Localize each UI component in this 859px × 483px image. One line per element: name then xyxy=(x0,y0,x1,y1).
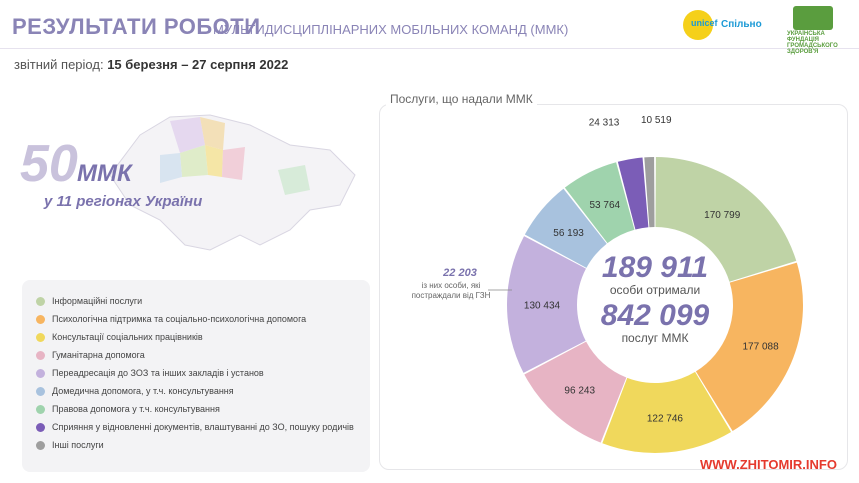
legend-item: Консультації соціальних працівників xyxy=(36,332,203,342)
slice-value-label: 24 313 xyxy=(589,117,620,128)
period-label: звітний період: xyxy=(14,57,104,72)
donut-slice xyxy=(507,236,586,373)
legend-dot xyxy=(36,314,45,324)
legend-label: Правова допомога у т.ч. консультування xyxy=(52,404,220,414)
legend-dot xyxy=(36,296,45,306)
legend-item: Психологічна підтримка та соціально-псих… xyxy=(36,314,306,324)
unicef-logo: unicef Спільно xyxy=(683,10,775,42)
public-health-fund-logo: УКРАЇНСЬКА ФУНДАЦІЯ ГРОМАДСЬКОГО ЗДОРОВ'… xyxy=(787,6,849,55)
center-services-label: послуг ММК xyxy=(622,331,689,345)
region-west-6 xyxy=(160,153,182,183)
mmk-unit: ММК xyxy=(77,160,132,187)
ukraine-map xyxy=(109,114,356,251)
donut-slice xyxy=(524,341,627,443)
legend: Інформаційні послуги Психологічна підтри… xyxy=(22,280,370,472)
slice-value-label: 122 746 xyxy=(647,414,684,425)
legend-dot xyxy=(36,422,45,432)
center-people-label: особи отримали xyxy=(610,283,700,297)
legend-dot xyxy=(36,368,45,378)
legend-item: Гуманітарна допомога xyxy=(36,350,145,360)
region-west-2 xyxy=(200,117,225,150)
legend-item: Інші послуги xyxy=(36,440,104,450)
legend-dot xyxy=(36,404,45,414)
slice-value-label: 96 243 xyxy=(564,385,595,396)
unicef-globe-icon xyxy=(683,10,713,40)
header: РЕЗУЛЬТАТИ РОБОТИ МУЛЬТИДИСЦИПЛІНАРНИХ М… xyxy=(0,0,859,55)
donut-slice xyxy=(617,157,649,230)
legend-item: Правова допомога у т.ч. консультування xyxy=(36,404,220,414)
slice-value-label: 53 764 xyxy=(589,200,620,211)
legend-dot xyxy=(36,332,45,342)
legend-label: Гуманітарна допомога xyxy=(52,350,145,360)
source-watermark: WWW.ZHITOMIR.INFO xyxy=(700,457,837,472)
slice-value-label: 130 434 xyxy=(524,301,561,312)
center-services-value: 842 099 xyxy=(601,299,710,332)
region-west-4 xyxy=(205,145,223,177)
slice-value-label: 177 088 xyxy=(743,341,780,352)
donut-slice xyxy=(602,371,732,454)
center-people-value: 189 911 xyxy=(602,251,708,284)
donut-slice xyxy=(695,262,804,432)
period-value: 15 березня – 27 серпня 2022 xyxy=(107,57,289,72)
legend-dot xyxy=(36,350,45,360)
unicef-logo-text: unicef xyxy=(691,18,718,28)
page-title: РЕЗУЛЬТАТИ РОБОТИ xyxy=(12,14,261,39)
legend-item: Домедична допомога, у т.ч. консультуванн… xyxy=(36,386,234,396)
slice-value-label: 56 193 xyxy=(553,228,584,239)
ukraine-outline xyxy=(109,114,356,251)
slice-value-label: 10 519 xyxy=(641,115,672,126)
legend-label: Інформаційні послуги xyxy=(52,296,143,306)
legend-item: Сприяння у відновленні документів, влашт… xyxy=(36,422,354,432)
region-west-1 xyxy=(170,117,205,153)
region-west-5 xyxy=(222,147,245,180)
legend-label: Інші послуги xyxy=(52,440,104,450)
donut-slice xyxy=(564,162,635,244)
legend-label: Консультації соціальних працівників xyxy=(52,332,203,342)
legend-label: Домедична допомога, у т.ч. консультуванн… xyxy=(52,386,234,396)
mmk-count: 50 xyxy=(20,135,78,193)
donut-slice xyxy=(644,157,655,228)
note-text: із них особи, які постраждали від ГЗН xyxy=(411,281,491,300)
legend-label: Сприяння у відновленні документів, влашт… xyxy=(52,422,354,432)
page-subtitle: МУЛЬТИДИСЦИПЛІНАРНИХ МОБІЛЬНИХ КОМАНД (М… xyxy=(213,22,569,37)
note-value: 22 203 xyxy=(443,267,477,279)
donut-hole xyxy=(578,228,732,382)
fund-logo-text: УКРАЇНСЬКА ФУНДАЦІЯ ГРОМАДСЬКОГО ЗДОРОВ'… xyxy=(787,31,838,55)
legend-label: Психологічна підтримка та соціально-псих… xyxy=(52,314,307,324)
fund-emblem-icon xyxy=(793,6,833,30)
donut-slice xyxy=(655,157,797,282)
reporting-period: звітний період: 15 березня – 27 серпня 2… xyxy=(14,57,288,72)
slice-value-label: 170 799 xyxy=(704,210,741,221)
region-west-3 xyxy=(180,145,208,177)
region-east xyxy=(278,165,310,195)
donut-slice xyxy=(524,188,607,268)
regions-text: у 11 регіонах України xyxy=(44,193,203,210)
legend-dot xyxy=(36,386,45,396)
legend-item: Інформаційні послуги xyxy=(36,296,142,306)
legend-item: Переадресація до ЗОЗ та інших закладів і… xyxy=(36,368,264,378)
legend-label: Переадресація до ЗОЗ та інших закладів і… xyxy=(52,368,264,378)
spilno-logo-text: Спільно xyxy=(721,19,762,30)
chart-title: Послуги, що надали ММК xyxy=(386,92,537,106)
legend-dot xyxy=(36,440,45,450)
